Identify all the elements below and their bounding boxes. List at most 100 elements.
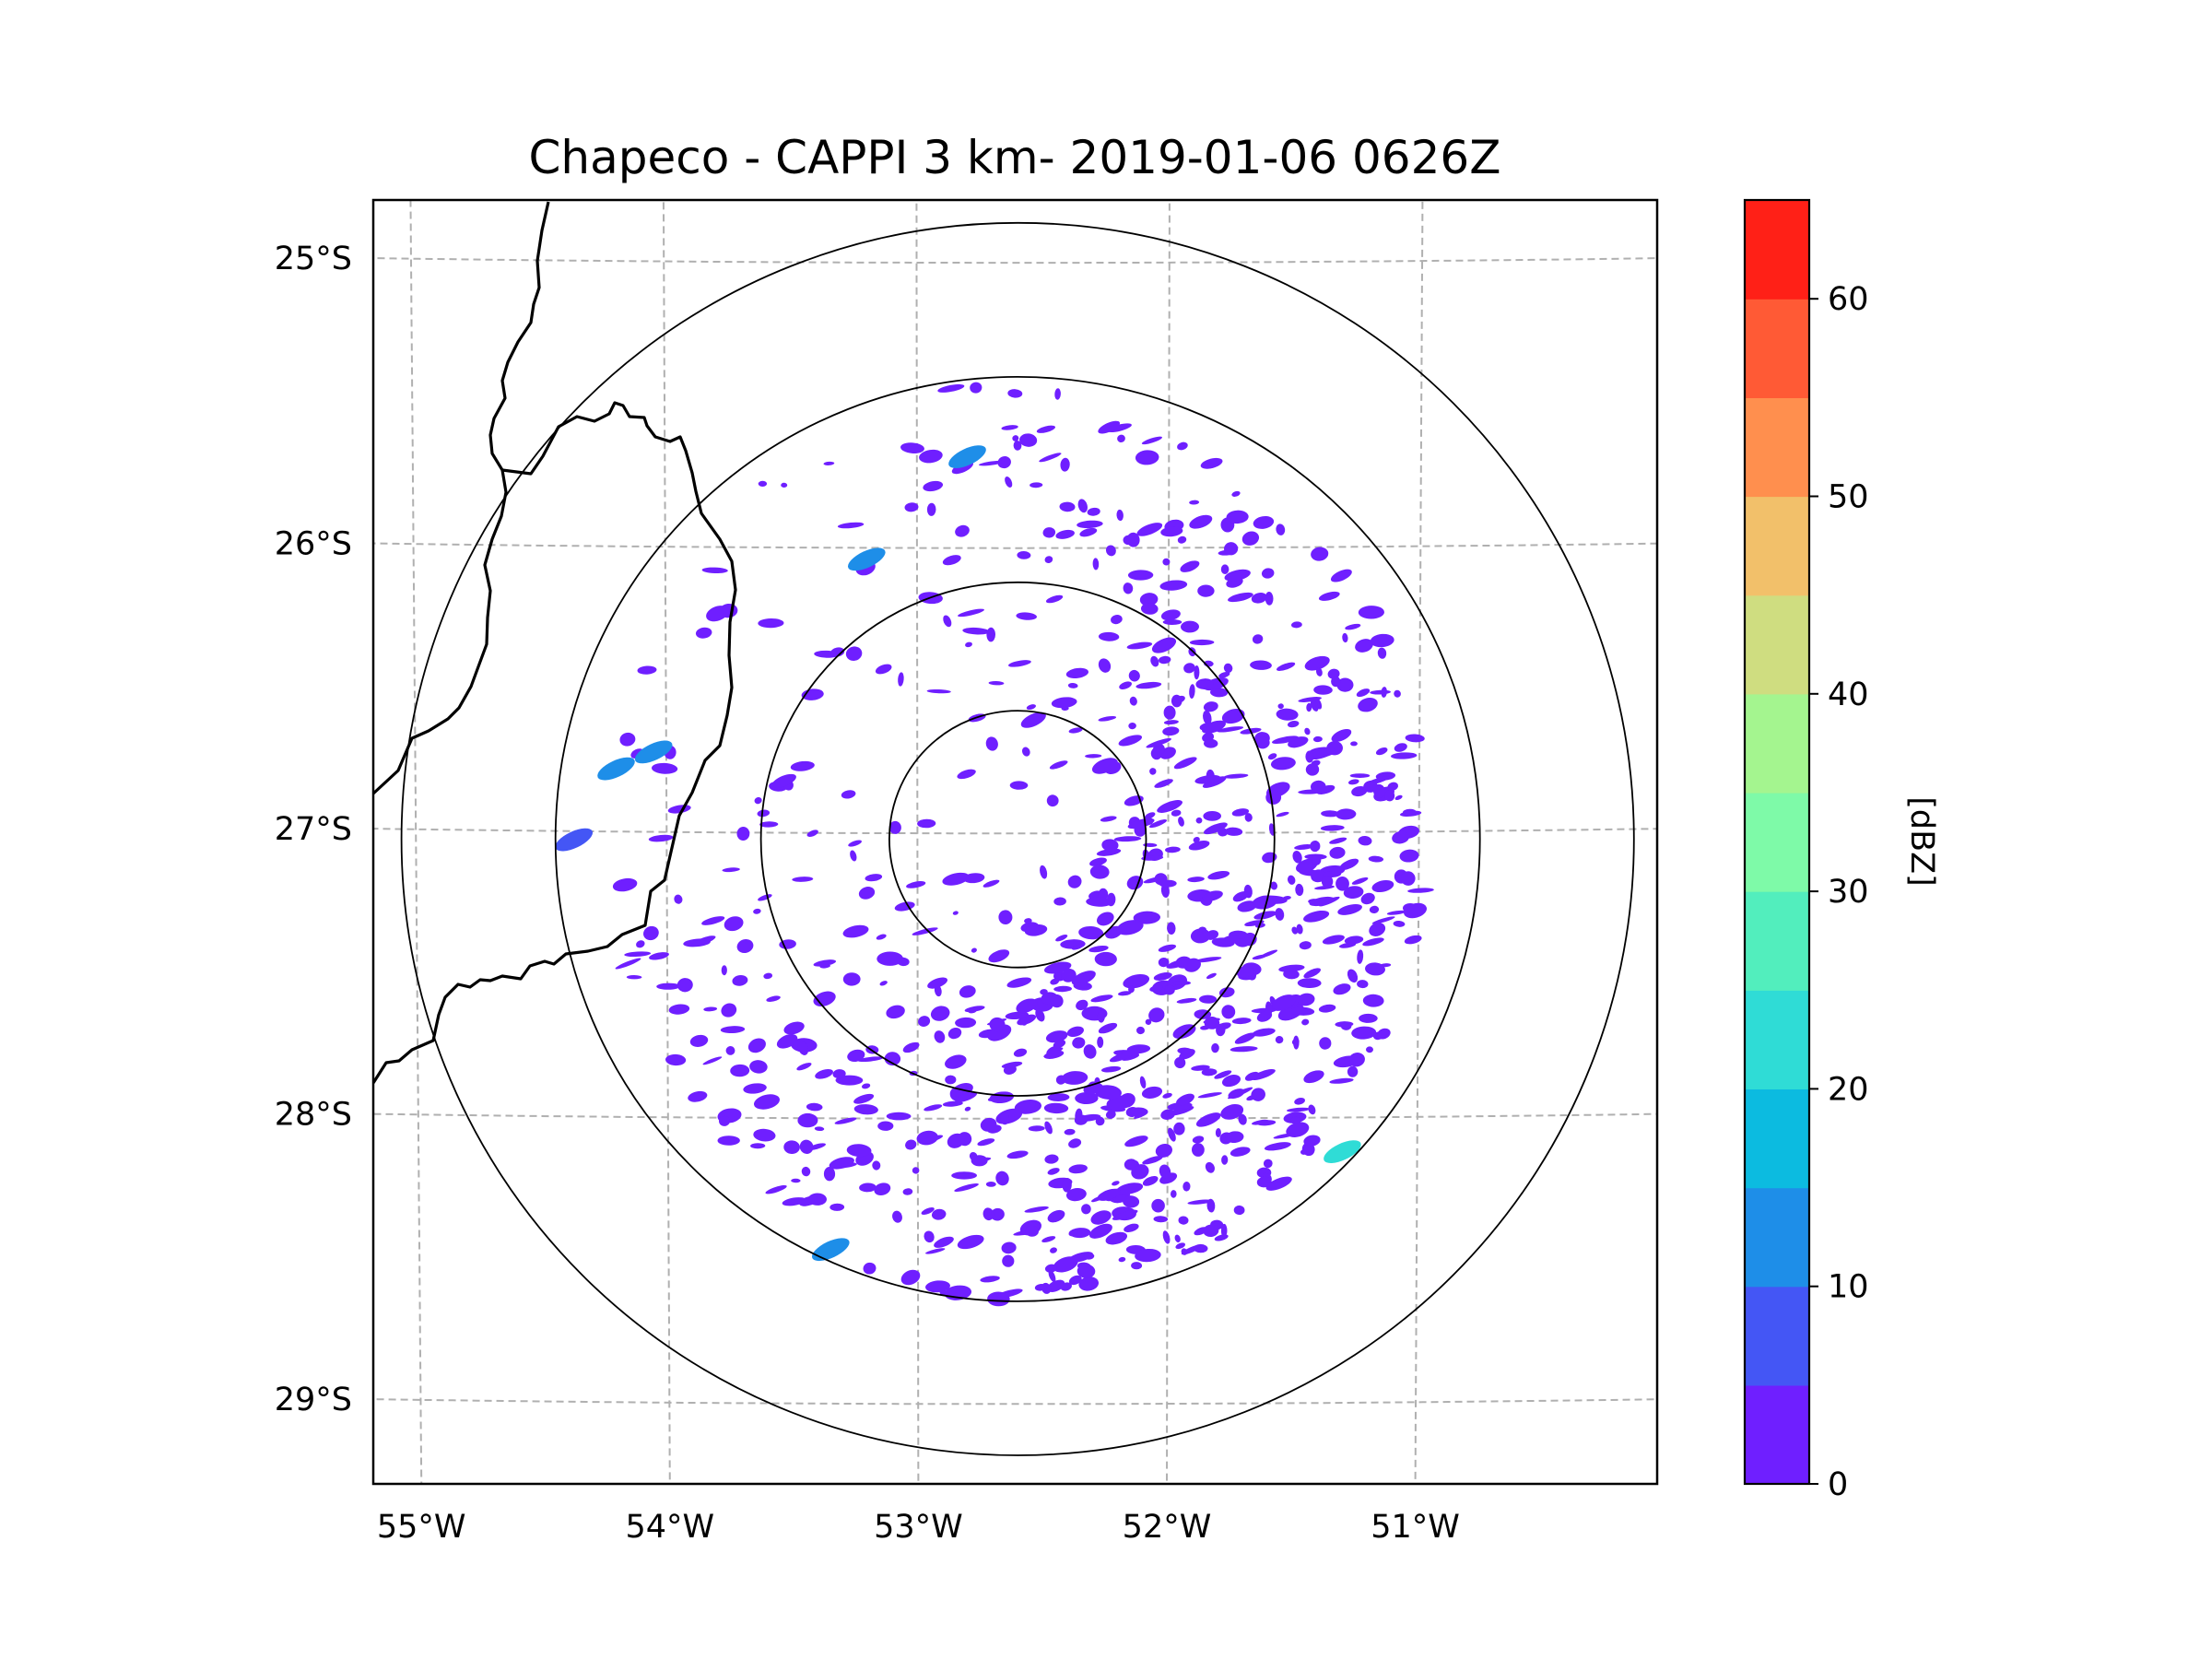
echo-cell [1149,768,1157,775]
echo-cell [1270,881,1278,890]
echo-cell [1183,958,1201,972]
echo-cell [1001,1241,1017,1254]
echo-cell [1290,1116,1301,1124]
echo-cell [842,924,869,938]
echo-cell [988,949,1010,963]
echo-cell [1072,944,1084,950]
echo-cell [1351,877,1369,885]
colorbar-tick-label: 20 [1828,1071,1869,1108]
echo-cell [886,1005,905,1019]
meridian-gridline [409,200,423,1484]
echo-cell [1163,705,1176,720]
echo-cell [937,383,965,393]
notable-echo [555,828,593,852]
echo-cell [1134,1112,1148,1119]
echo-cell [1046,794,1059,807]
echo-cell [1051,697,1077,709]
longitude-label: 53°W [874,1509,963,1546]
colorbar-tick-label: 60 [1828,281,1869,318]
echo-cell [1123,1195,1140,1208]
echo-cell [1232,891,1249,902]
echo-cell [1220,1104,1244,1120]
echo-cell [1295,883,1304,897]
echo-cell [1403,808,1417,816]
echo-cell [988,680,1005,686]
echo-cell [1098,888,1109,900]
echo-cell [1017,550,1031,559]
echo-cell [853,1093,875,1104]
echo-cell [1193,836,1200,843]
echo-cell [924,1248,946,1254]
echo-cell [1304,655,1330,671]
echo-cell [1047,1168,1060,1175]
range-rings [400,221,1635,1456]
echo-cell [1303,968,1321,979]
echo-cell [797,1041,809,1055]
echo-cell [1139,1076,1147,1088]
echo-cell [1358,697,1378,712]
echo-cell [990,1207,1005,1221]
map-frame [371,198,1659,1486]
echo-cell [701,916,725,925]
echo-cell [649,952,669,960]
echo-cell [1065,1187,1087,1202]
echo-cell [1194,665,1200,680]
echo-cell [1045,1030,1068,1043]
echo-cell [1189,684,1195,699]
colorbar-bin [1745,1088,1809,1189]
echo-cell [1197,584,1215,597]
echo-cell [1168,1127,1176,1142]
echo-cell [1177,441,1188,451]
echo-cell [1256,736,1270,749]
echo-cell [982,1207,994,1221]
echo-cell [701,567,728,574]
echo-cell [1189,514,1213,529]
country-border-argentina-misiones [373,401,737,1084]
echo-cell [1019,433,1038,447]
echo-cell [955,1017,977,1029]
echo-cell [886,1112,912,1121]
echo-cell [1026,704,1037,711]
echo-cell [643,925,659,941]
notable-echo [634,740,673,764]
echo-cell [957,1234,984,1250]
echo-cell [1339,858,1359,870]
echo-cell [1292,1035,1300,1050]
echo-cell [1181,1248,1188,1255]
echo-cell [1182,1182,1191,1192]
echo-cell [1036,425,1055,433]
echo-cell [1090,994,1113,1003]
echo-cell [1329,1077,1354,1084]
echo-cell [688,1090,708,1102]
echo-cell [1000,1112,1010,1125]
echo-cell [912,927,938,935]
echo-cell [830,1203,845,1211]
echo-cell [1143,877,1165,884]
echo-cell [1176,997,1197,1004]
echo-cell [1155,1143,1172,1158]
echo-cell [1145,1018,1152,1026]
echo-cell [888,820,901,834]
echo-cell [1141,436,1162,445]
echo-cell [830,647,845,657]
colorbar: 0 10 20 30 40 50 60 [dBZ] [1743,198,1940,1503]
echo-cell [971,947,977,953]
echo-cell [1068,727,1083,734]
echo-cell [1150,747,1162,760]
echo-cell [702,1056,723,1065]
colorbar-bin [1745,299,1809,398]
colorbar-tick-label: 30 [1828,874,1869,911]
echo-cell [906,881,926,888]
echo-cell [720,1026,746,1034]
echo-cell [995,1171,1009,1186]
echo-cell [1129,696,1137,706]
colorbar-bin [1745,990,1809,1089]
echo-cell [1141,603,1159,615]
echo-cell [846,1144,872,1158]
meridian-gridline [915,200,920,1484]
echo-cell [1315,667,1323,677]
echo-cell [1040,865,1048,879]
echo-cell [1321,875,1334,888]
echo-cell [1176,1093,1194,1106]
echo-cell [1047,1093,1070,1102]
